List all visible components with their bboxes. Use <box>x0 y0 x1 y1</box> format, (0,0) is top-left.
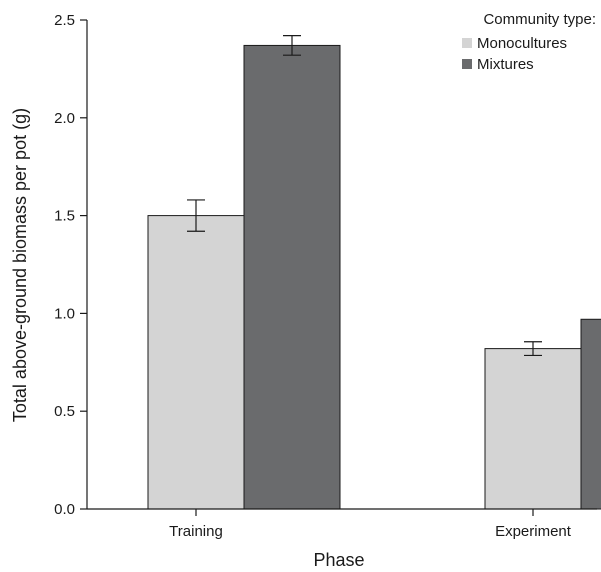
y-ticks-layer: 0.0 0.5 1.0 1.5 2.0 2.5 <box>54 12 87 518</box>
legend-swatch-monocultures <box>462 38 472 48</box>
bar-mixtures-training <box>243 44 341 510</box>
x-axis-title: Phase <box>313 550 364 570</box>
axes-layer <box>86 20 597 510</box>
legend: Community type: Monocultures Mixtures <box>462 11 596 73</box>
error-bars-layer <box>187 35 542 357</box>
legend-label-monocultures: Monocultures <box>477 35 567 52</box>
legend-title: Community type: <box>483 11 596 28</box>
error-bar-monocultures-training <box>187 199 205 232</box>
x-ticks-layer: Training Experiment <box>169 509 572 540</box>
bars-layer <box>147 44 601 510</box>
y-tick-label: 1.5 <box>54 208 75 225</box>
bar-mixtures-experiment <box>580 318 601 510</box>
x-tick-label: Experiment <box>495 523 572 540</box>
error-bar-monocultures-experiment <box>524 341 542 357</box>
error-bar-mixtures-training <box>283 35 301 56</box>
legend-swatch-mixtures <box>462 59 472 69</box>
y-tick-label: 2.0 <box>54 110 75 127</box>
y-axis-title: Total above-ground biomass per pot (g) <box>10 108 30 422</box>
bar-monocultures-training <box>147 215 245 510</box>
legend-label-mixtures: Mixtures <box>477 56 534 73</box>
bar-monocultures-experiment <box>484 348 582 510</box>
y-tick-label: 0.0 <box>54 501 75 518</box>
y-tick-label: 1.0 <box>54 305 75 322</box>
x-tick-label: Training <box>169 523 223 540</box>
y-tick-label: 0.5 <box>54 403 75 420</box>
y-tick-label: 2.5 <box>54 12 75 29</box>
